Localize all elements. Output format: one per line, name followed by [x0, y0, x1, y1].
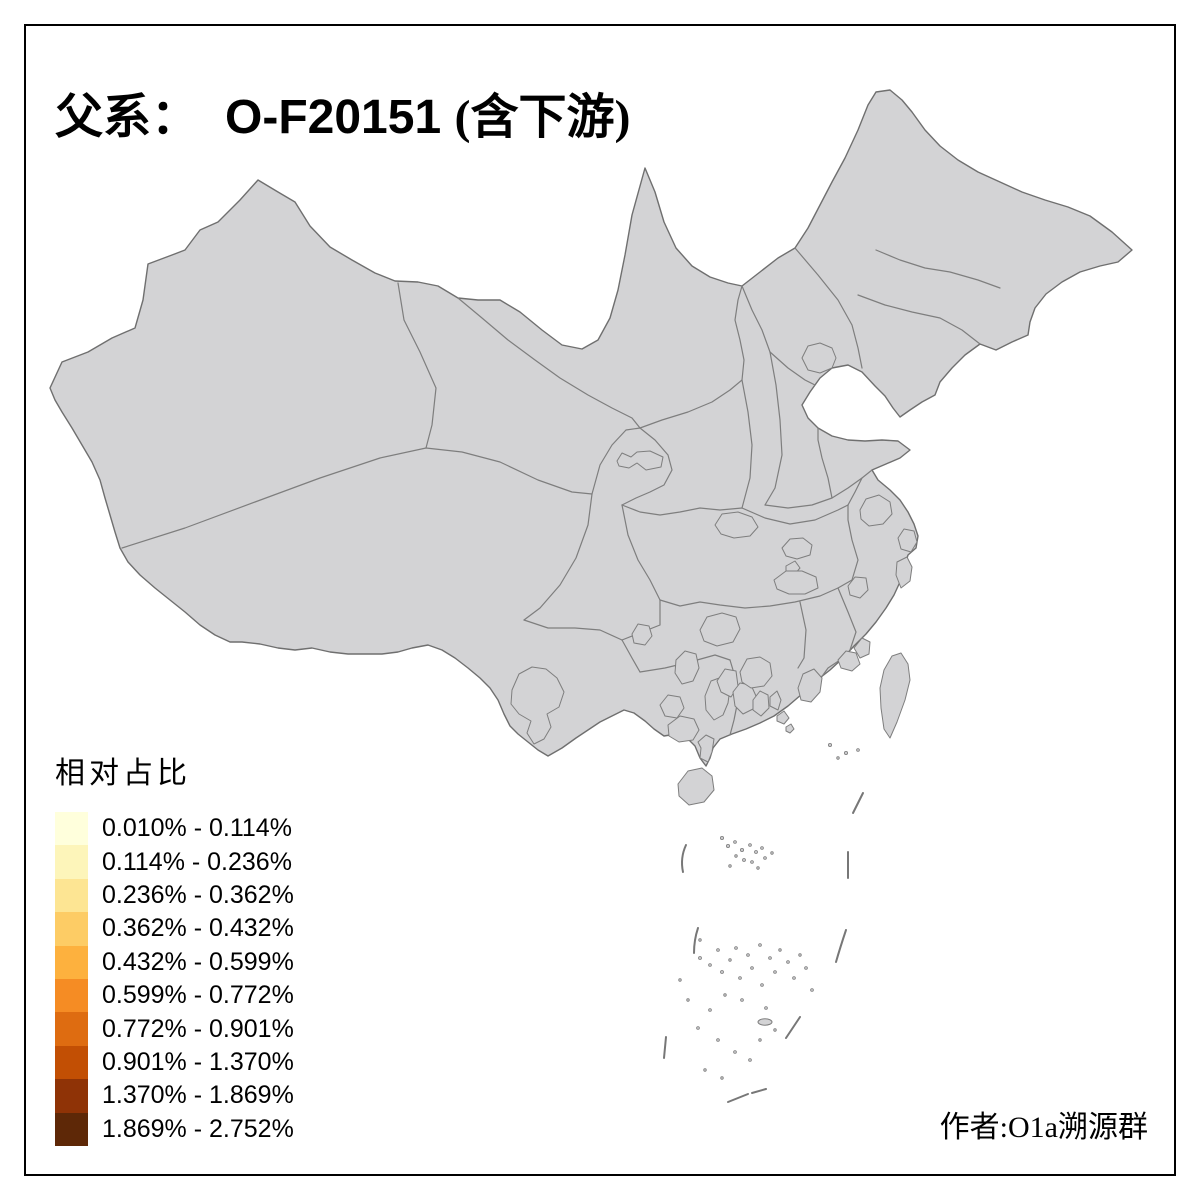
region-ningbo-coastal	[895, 556, 913, 589]
title-haplogroup: O-F20151	[225, 91, 442, 145]
legend-range-label: 0.010% - 0.114%	[102, 814, 292, 843]
legend-range-label: 0.901% - 1.370%	[102, 1047, 294, 1076]
region-spratly-island	[757, 1018, 773, 1026]
legend-range-label: 1.370% - 1.869%	[102, 1081, 294, 1110]
region-beijing	[801, 342, 837, 374]
legend-rows: 0.010% - 0.114% 0.114% - 0.236% 0.236% - 0…	[55, 812, 294, 1146]
region-quzhou	[847, 576, 869, 599]
region-nanning	[659, 694, 685, 719]
region-hunan-south	[699, 612, 741, 647]
credit-text: 作者:O1a溯源群	[939, 1111, 1148, 1144]
region-dongguan	[769, 690, 782, 711]
legend-range-label: 0.772% - 0.901%	[102, 1014, 294, 1043]
legend-row: 0.010% - 0.114%	[55, 812, 294, 846]
region-chaoshan-coastal	[837, 650, 861, 672]
region-qinzhou	[667, 715, 700, 743]
region-huizhou-heyuan	[797, 668, 823, 703]
region-linyi-north-jiangsu	[859, 494, 893, 527]
legend: 相对占比 0.010% - 0.114% 0.114% - 0.236% 0.236…	[55, 748, 294, 1146]
legend-title: 相对占比	[55, 757, 191, 790]
legend-row: 1.869% - 2.752%	[55, 1112, 294, 1146]
region-qingyuan	[739, 656, 773, 689]
region-hainan-island	[677, 767, 715, 806]
legend-row: 0.362% - 0.432%	[55, 912, 294, 946]
legend-range-label: 0.599% - 0.772%	[102, 981, 294, 1010]
mainland-china-shape	[49, 89, 1133, 767]
legend-color-swatch	[55, 978, 88, 1013]
legend-range-label: 1.869% - 2.752%	[102, 1114, 294, 1143]
legend-color-swatch	[55, 945, 88, 979]
region-lanzhou-baiyin	[616, 450, 664, 471]
legend-row: 0.599% - 0.772%	[55, 978, 294, 1013]
region-leizhou	[697, 734, 715, 763]
colored-regions	[510, 342, 918, 1026]
region-guangzhou-east	[752, 690, 770, 717]
legend-row: 0.772% - 0.901%	[55, 1012, 294, 1046]
region-nanyang-shiyan	[714, 511, 759, 539]
legend-row: 0.236% - 0.362%	[55, 878, 294, 913]
legend-color-swatch	[55, 912, 88, 946]
legend-range-label: 0.362% - 0.432%	[102, 914, 294, 943]
legend-row: 1.370% - 1.869%	[55, 1079, 294, 1113]
legend-color-swatch	[55, 878, 88, 913]
legend-row: 0.114% - 0.236%	[55, 845, 294, 879]
region-chaoshan-north	[853, 637, 871, 659]
region-puer-lincang	[510, 666, 565, 745]
legend-color-swatch	[55, 1045, 88, 1080]
title-prefix: 父系：	[55, 91, 200, 145]
legend-color-swatch	[55, 1012, 88, 1046]
page-title: 父系： O-F20151 (含下游)	[55, 90, 630, 145]
legend-color-swatch	[55, 1112, 88, 1146]
legend-color-swatch	[55, 1079, 88, 1113]
region-jingzhou	[773, 570, 819, 595]
legend-range-label: 0.114% - 0.236%	[102, 847, 292, 876]
legend-row: 0.901% - 1.370%	[55, 1045, 294, 1080]
region-shanghai-suzhou	[897, 528, 918, 553]
legend-range-label: 0.432% - 0.599%	[102, 947, 294, 976]
region-hechi-liuzhou	[674, 650, 700, 685]
title-suffix: (含下游)	[454, 91, 631, 145]
province-boundaries	[121, 247, 1001, 736]
legend-color-swatch	[55, 845, 88, 879]
south-china-sea-islands	[678, 743, 860, 1080]
legend-color-swatch	[55, 812, 88, 846]
region-xiangyang	[781, 537, 813, 560]
legend-range-label: 0.236% - 0.362%	[102, 880, 294, 909]
region-taiwan-island	[879, 652, 911, 739]
region-shenzhen	[776, 710, 790, 725]
nine-dash-line-segments	[663, 792, 864, 1103]
legend-row: 0.432% - 0.599%	[55, 945, 294, 979]
region-guizhou-central	[631, 623, 653, 646]
region-zhuhai	[785, 723, 795, 734]
